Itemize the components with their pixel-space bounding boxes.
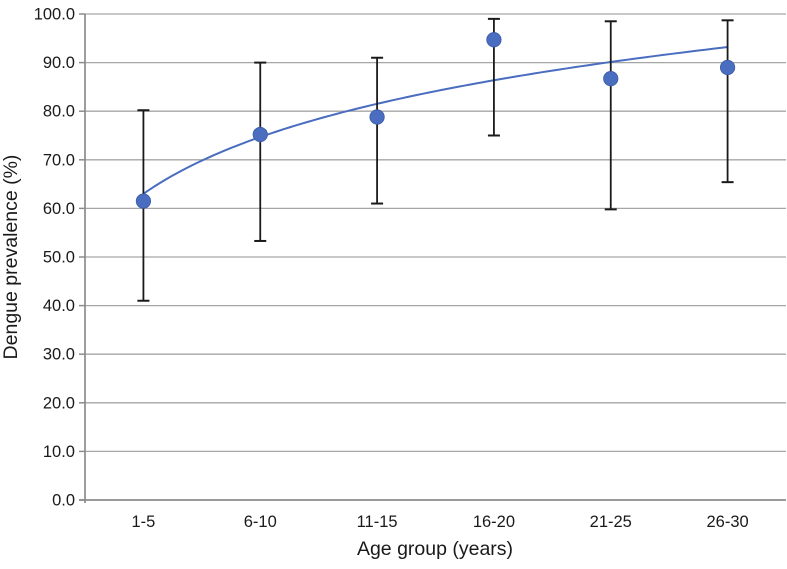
y-tick-label: 60.0: [43, 200, 75, 218]
y-tick-label: 90.0: [43, 54, 75, 72]
y-axis-title: Dengue prevalence (%): [0, 155, 22, 360]
data-point-marker: [486, 32, 502, 48]
data-point-marker: [603, 71, 619, 87]
y-tick-label: 40.0: [43, 297, 75, 315]
axes-group: [79, 14, 786, 503]
x-tick-label: 16-20: [473, 513, 515, 531]
data-points-group: [135, 32, 736, 209]
x-tick-label: 1-5: [131, 513, 155, 531]
trendline-group: [142, 46, 728, 195]
x-axis-title: Age group (years): [357, 538, 513, 560]
y-tick-label: 100.0: [34, 6, 75, 24]
y-tick-label: 70.0: [43, 151, 75, 169]
trendline: [142, 46, 728, 195]
y-tick-label: 80.0: [43, 103, 75, 121]
y-tick-label: 20.0: [43, 394, 75, 412]
y-tick-labels-group: 0.0 10.0 20.0 30.0 40.0 50.0 60.0 70.0 80.0 90.0 1…: [34, 6, 75, 510]
y-tick-label: 30.0: [43, 346, 75, 364]
x-tick-labels-group: 1-5 6-10 11-15 16-20 21-25 26-30: [131, 513, 748, 531]
y-tick-label: 0.0: [52, 492, 75, 510]
x-tick-label: 6-10: [244, 513, 277, 531]
y-tick-label: 10.0: [43, 443, 75, 461]
y-tick-label: 50.0: [43, 249, 75, 267]
data-point-marker: [369, 109, 385, 125]
x-tick-label: 21-25: [590, 513, 632, 531]
error-bars-group: [137, 17, 734, 302]
x-tick-label: 26-30: [706, 513, 748, 531]
x-tick-label: 11-15: [357, 513, 398, 531]
data-point-marker: [252, 126, 268, 143]
data-point-marker: [135, 193, 152, 209]
data-point-marker: [719, 59, 736, 76]
gridlines-group: [79, 13, 786, 501]
